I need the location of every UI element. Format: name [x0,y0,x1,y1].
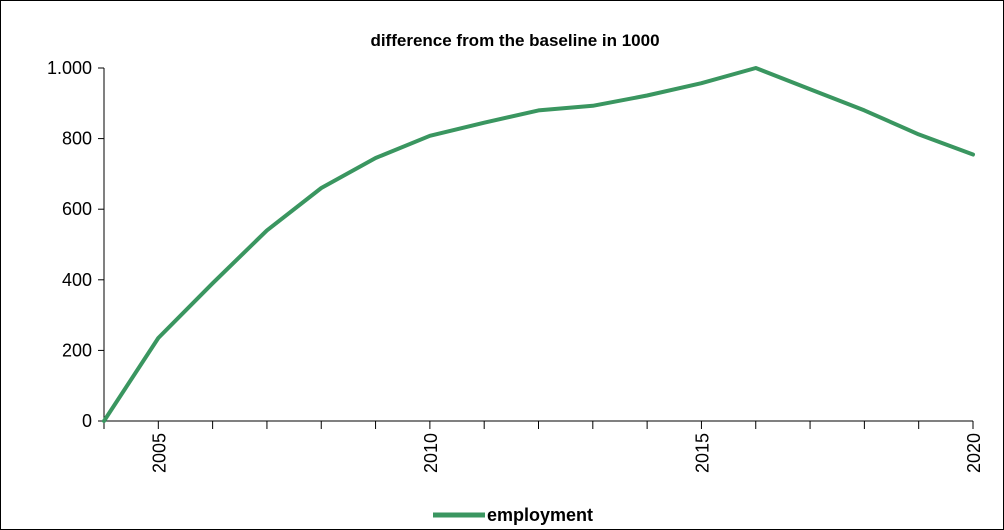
y-tick-label: 1.000 [47,58,92,78]
series-layer [102,66,975,423]
legend-label-employment: employment [487,505,593,525]
x-tick-label: 2020 [964,433,984,473]
y-tick-label: 800 [62,129,92,149]
y-tick-label: 0 [82,411,92,431]
y-tick-label: 200 [62,340,92,360]
y-tick-label: 400 [62,270,92,290]
x-tick-label: 2015 [692,433,712,473]
series-line-employment [102,66,975,423]
chart-title: difference from the baseline in 1000 [370,31,659,50]
x-tick-label: 2010 [421,433,441,473]
y-tick-label: 600 [62,199,92,219]
axes: 0 200 400 600 800 1.000 2005 2010 2015 2020 [47,58,984,473]
x-tick-label: 2005 [149,433,169,473]
legend: employment [433,505,593,525]
